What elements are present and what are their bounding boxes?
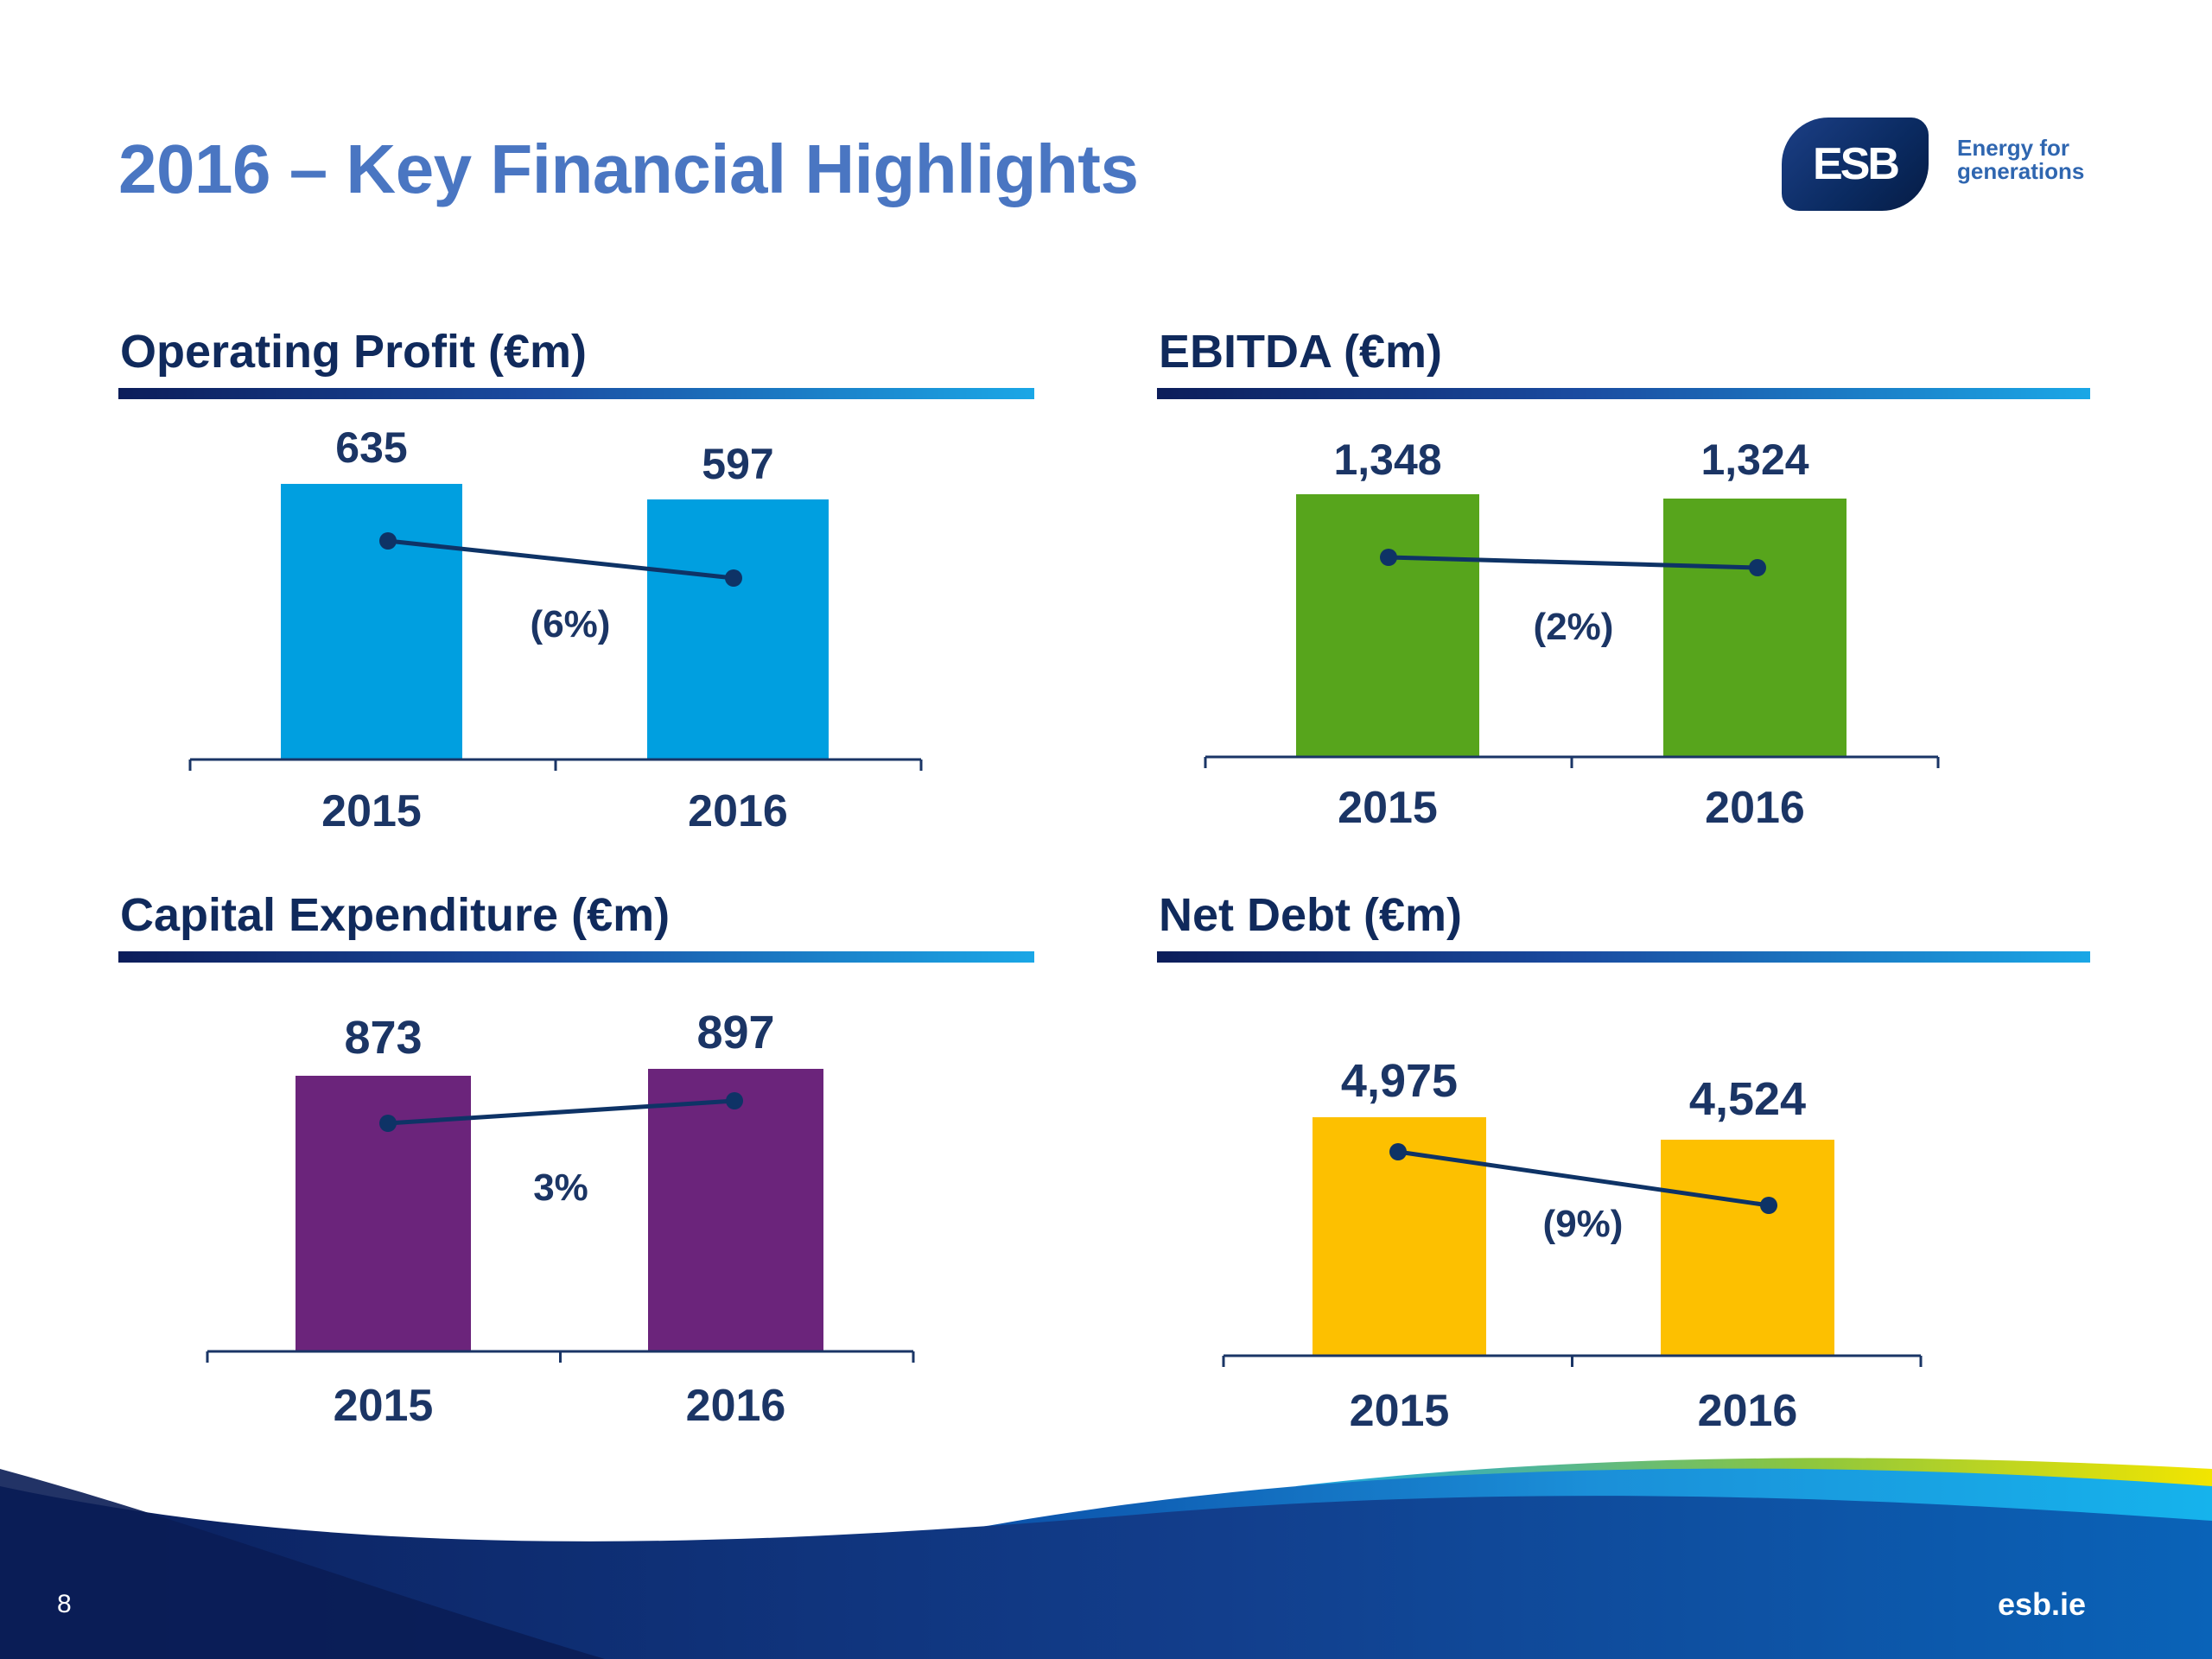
data-label-2016: 897	[696, 1007, 774, 1058]
esb-logo-mark: ESB	[1782, 118, 1929, 211]
esb-logo: ESB Energy for generations	[1782, 114, 2093, 218]
x-tick-label-2015: 2015	[1338, 783, 1438, 833]
footer-wave	[0, 1458, 2212, 1659]
net-debt-panel: Net Debt (€m) 4,975 4,524 (9%) 2015 2016	[1157, 888, 2090, 1441]
bar-2016	[1663, 499, 1847, 757]
trend-point-2016	[1760, 1197, 1777, 1214]
trend-point-2016	[726, 1092, 743, 1109]
title-underline	[1157, 951, 2090, 963]
change-label: 3%	[533, 1166, 588, 1209]
trend-line	[387, 538, 734, 581]
ebitda-chart: 1,348 1,324 (2%) 2015 2016	[1204, 435, 1940, 833]
logo-tagline-line2: generations	[1957, 158, 2085, 184]
bar-2016	[1661, 1140, 1834, 1356]
trend-point-2015	[1389, 1143, 1407, 1160]
bar-2016	[647, 499, 829, 760]
operating-profit-panel: Operating Profit (€m) 635 597 (6%) 2015 2016	[118, 325, 1034, 878]
change-label: (2%)	[1534, 606, 1614, 648]
slide-title: 2016 – Key Financial Highlights	[118, 130, 1139, 207]
trend-line	[387, 1098, 735, 1126]
x-tick-label-2016: 2016	[1705, 783, 1805, 833]
x-tick-label-2016: 2016	[1698, 1386, 1798, 1436]
logo-tagline: Energy for generations	[1957, 137, 2104, 183]
trend-point-2015	[379, 532, 397, 550]
change-label: (9%)	[1543, 1203, 1624, 1245]
operating-profit-chart: 635 597 (6%) 2015 2016	[188, 423, 923, 836]
trend-point-2015	[379, 1115, 397, 1132]
x-tick-label-2016: 2016	[688, 786, 788, 836]
trend-line	[1397, 1149, 1770, 1208]
capital-expenditure-panel: Capital Expenditure (€m) 873 897 3% 2015 201…	[118, 888, 1034, 1441]
chart-title: Capital Expenditure (€m)	[120, 889, 671, 941]
data-label-2016: 1,324	[1700, 435, 1808, 484]
ebitda-panel: EBITDA (€m) 1,348 1,324 (2%) 2015 2016	[1157, 325, 2090, 878]
x-tick-label-2015: 2015	[334, 1381, 434, 1431]
trend-point-2015	[1380, 549, 1397, 566]
title-underline	[118, 388, 1034, 399]
page-number: 8	[57, 1590, 72, 1618]
x-tick-label-2016: 2016	[686, 1381, 786, 1431]
logo-tagline-line1: Energy for	[1957, 135, 2070, 161]
chart-title: Operating Profit (€m)	[120, 326, 588, 378]
bar-2016	[648, 1069, 823, 1351]
trend-point-2016	[725, 569, 742, 587]
x-tick-label-2015: 2015	[321, 786, 422, 836]
net-debt-chart: 4,975 4,524 (9%) 2015 2016	[1222, 1055, 1923, 1436]
change-label: (6%)	[531, 603, 611, 645]
website-link[interactable]: esb.ie	[1997, 1586, 2086, 1622]
trend-point-2016	[1749, 559, 1766, 576]
data-label-2016: 597	[702, 440, 773, 488]
capital-expenditure-chart: 873 897 3% 2015 2016	[206, 1007, 915, 1431]
data-label-2015: 873	[344, 1012, 422, 1064]
data-label-2015: 4,975	[1341, 1055, 1458, 1107]
title-underline	[1157, 388, 2090, 399]
bar-2015	[281, 484, 462, 760]
data-label-2015: 635	[335, 423, 407, 472]
data-label-2016: 4,524	[1689, 1073, 1806, 1125]
chart-title: Net Debt (€m)	[1159, 889, 1463, 941]
chart-title: EBITDA (€m)	[1159, 326, 1443, 378]
data-label-2015: 1,348	[1333, 435, 1441, 484]
trend-line	[1388, 555, 1758, 570]
footer-wave-dark	[0, 1469, 605, 1659]
x-tick-label-2015: 2015	[1350, 1386, 1450, 1436]
bar-2015	[1296, 494, 1479, 757]
footer-wave-navy	[0, 1486, 2212, 1659]
title-underline	[118, 951, 1034, 963]
